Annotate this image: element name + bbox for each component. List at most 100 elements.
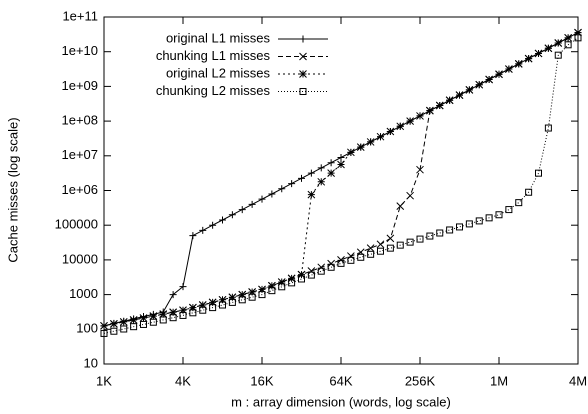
- point: [377, 247, 384, 255]
- point: [130, 323, 138, 331]
- legend-marker: [299, 52, 307, 61]
- y-tick-label: 100000: [55, 217, 98, 232]
- point: [376, 132, 385, 141]
- point: [435, 101, 444, 110]
- point: [169, 314, 177, 322]
- point: [505, 65, 513, 73]
- point: [465, 86, 474, 94]
- point: [386, 234, 395, 243]
- point: [446, 226, 454, 234]
- point: [436, 229, 444, 237]
- point: [357, 253, 365, 261]
- point: [327, 159, 335, 167]
- point: [199, 226, 207, 234]
- point: [396, 241, 404, 249]
- point: [110, 320, 118, 328]
- x-tick-label: 4M: [569, 373, 587, 388]
- point: [574, 28, 582, 37]
- y-tick-label: 1e+06: [61, 182, 98, 197]
- point: [347, 256, 355, 264]
- point: [495, 211, 503, 219]
- y-tick-label: 1e+10: [61, 43, 98, 58]
- point: [288, 180, 296, 188]
- point: [465, 220, 473, 228]
- point: [189, 232, 197, 240]
- point: [149, 318, 157, 326]
- point: [218, 295, 227, 304]
- point: [356, 143, 365, 151]
- x-tick-label: 64K: [329, 373, 352, 388]
- point: [248, 200, 256, 208]
- point: [278, 283, 286, 291]
- point: [564, 41, 572, 49]
- point: [189, 303, 197, 312]
- point: [367, 250, 375, 258]
- point: [515, 199, 523, 207]
- point: [317, 263, 326, 272]
- point: [406, 238, 414, 246]
- point: [307, 271, 315, 279]
- point: [258, 285, 266, 294]
- point: [416, 165, 424, 174]
- point: [238, 290, 247, 299]
- point: [327, 263, 335, 271]
- point: [248, 288, 256, 296]
- point: [366, 138, 375, 146]
- point: [100, 321, 108, 330]
- point: [406, 117, 414, 125]
- point: [307, 190, 316, 199]
- point: [268, 190, 276, 198]
- point: [179, 306, 187, 315]
- legend-marker: [299, 35, 307, 43]
- point: [199, 306, 207, 314]
- point: [179, 311, 187, 319]
- point: [406, 191, 414, 200]
- point: [317, 177, 326, 186]
- point: [277, 278, 286, 286]
- point: [337, 259, 345, 267]
- point: [554, 39, 563, 47]
- legend-label: original L2 misses: [166, 65, 271, 80]
- legend-marker: [299, 88, 307, 95]
- legend-label: chunking L2 misses: [156, 83, 271, 98]
- point: [287, 274, 296, 283]
- point: [445, 96, 454, 105]
- point: [554, 51, 562, 59]
- point: [574, 34, 582, 42]
- point: [307, 169, 315, 177]
- point: [179, 283, 187, 291]
- point: [485, 75, 493, 84]
- point: [219, 216, 226, 224]
- point: [535, 169, 542, 177]
- point: [208, 298, 217, 307]
- point: [169, 291, 177, 299]
- y-tick-label: 1e+07: [61, 147, 98, 162]
- point: [544, 124, 552, 132]
- point: [139, 314, 148, 322]
- legend-label: original L1 misses: [166, 30, 271, 45]
- point: [268, 281, 276, 290]
- y-tick-label: 10000: [62, 251, 98, 266]
- y-tick-label: 1e+11: [62, 8, 98, 23]
- point: [327, 169, 335, 178]
- point: [159, 316, 167, 324]
- point: [209, 221, 217, 229]
- point: [376, 240, 385, 249]
- point: [268, 287, 276, 295]
- point: [525, 188, 533, 196]
- point: [475, 217, 483, 225]
- point: [219, 301, 226, 309]
- y-axis-label: Cache misses (log scale): [5, 117, 20, 262]
- series: [100, 34, 582, 337]
- point: [159, 310, 168, 319]
- point: [120, 325, 128, 333]
- point: [149, 312, 158, 320]
- point: [317, 267, 325, 275]
- y-tick-label: 1000: [69, 286, 98, 301]
- point: [228, 298, 236, 306]
- point: [298, 275, 305, 283]
- point: [119, 318, 128, 326]
- y-tick-label: 1e+09: [61, 78, 98, 93]
